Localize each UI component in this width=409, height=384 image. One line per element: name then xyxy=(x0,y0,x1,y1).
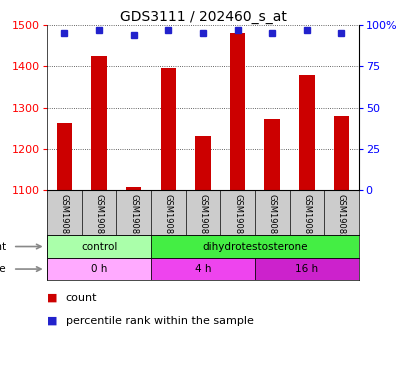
Text: GSM190816: GSM190816 xyxy=(198,194,207,245)
Bar xyxy=(160,68,176,190)
Bar xyxy=(47,235,151,258)
Text: GSM190817: GSM190817 xyxy=(301,194,310,245)
Bar xyxy=(254,258,358,280)
Text: 0 h: 0 h xyxy=(91,264,107,274)
Text: dihydrotestosterone: dihydrotestosterone xyxy=(202,242,307,252)
Text: ■: ■ xyxy=(47,316,58,326)
Text: GSM190813: GSM190813 xyxy=(164,194,173,245)
Text: GSM190814: GSM190814 xyxy=(267,194,276,245)
Title: GDS3111 / 202460_s_at: GDS3111 / 202460_s_at xyxy=(119,10,286,24)
Text: control: control xyxy=(81,242,117,252)
Bar xyxy=(91,56,107,190)
Text: agent: agent xyxy=(0,242,7,252)
Text: time: time xyxy=(0,264,7,274)
Text: count: count xyxy=(65,293,97,303)
Bar xyxy=(151,235,358,258)
Bar xyxy=(126,187,141,190)
Text: GSM190819: GSM190819 xyxy=(232,194,241,245)
Bar xyxy=(298,75,314,190)
Bar xyxy=(264,119,279,190)
Text: ■: ■ xyxy=(47,293,58,303)
Text: 16 h: 16 h xyxy=(294,264,318,274)
Text: GSM190815: GSM190815 xyxy=(94,194,103,245)
Text: 4 h: 4 h xyxy=(194,264,211,274)
Bar xyxy=(151,258,254,280)
Bar xyxy=(229,33,245,190)
Bar xyxy=(333,116,348,190)
Text: percentile rank within the sample: percentile rank within the sample xyxy=(65,316,253,326)
Text: GSM190820: GSM190820 xyxy=(336,194,345,245)
Bar xyxy=(47,258,151,280)
Bar xyxy=(195,136,210,190)
Bar xyxy=(56,123,72,190)
Text: GSM190812: GSM190812 xyxy=(60,194,69,245)
Text: GSM190818: GSM190818 xyxy=(129,194,138,245)
